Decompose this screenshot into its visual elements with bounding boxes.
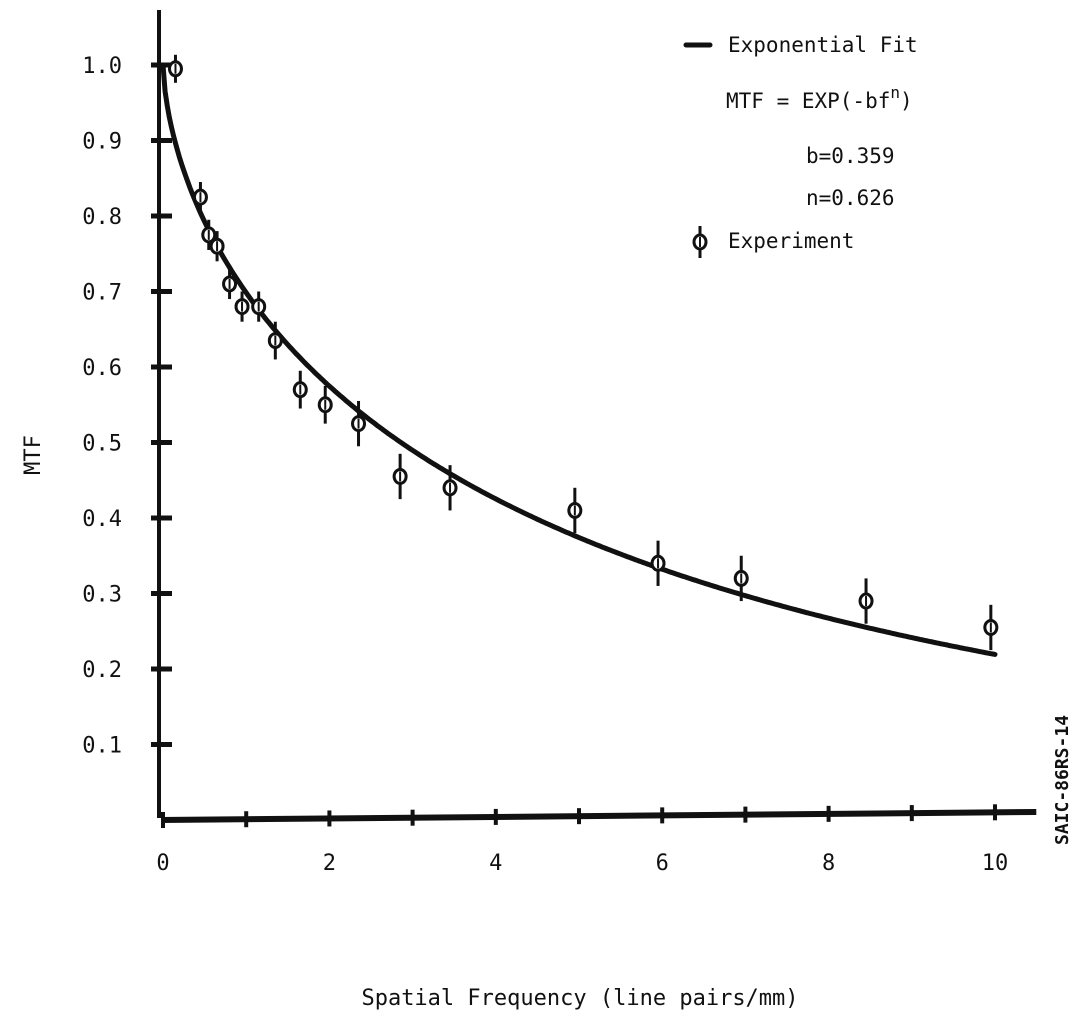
exponential-fit-curve	[160, 62, 998, 657]
experiment-point	[650, 540, 666, 586]
experiment-point	[201, 219, 217, 250]
experiment-point	[351, 400, 367, 447]
legend-experiment-marker	[692, 226, 708, 258]
experiment-point	[983, 604, 999, 651]
experiment-points	[167, 54, 999, 651]
experiment-point	[292, 370, 308, 409]
axes	[157, 10, 1037, 823]
x-tick-label: 6	[656, 851, 669, 876]
experiment-point	[317, 385, 333, 424]
experiment-point	[442, 465, 458, 511]
y-tick-label: 0.4	[82, 507, 122, 532]
x-tick-label: 10	[982, 851, 1009, 876]
experiment-point	[222, 268, 238, 300]
legend-b-value: b=0.359	[806, 144, 895, 168]
x-tick-label: 4	[489, 851, 502, 876]
y-ticks: 0.1 0.2 0.3 0.4 0.5 0.6 0.7 0.8 0.9 1.0	[82, 54, 172, 759]
legend-equation-suffix: )	[900, 89, 913, 113]
x-tick-label: 0	[156, 851, 169, 876]
experiment-point	[567, 487, 583, 534]
x-ticks: 0 2 4 6 8 10	[156, 804, 1008, 876]
experiment-point	[234, 291, 250, 322]
y-tick-label: 1.0	[82, 54, 122, 79]
experiment-point	[167, 54, 183, 83]
y-tick-label: 0.2	[82, 658, 122, 683]
experiment-point	[858, 578, 874, 624]
y-tick-label: 0.9	[82, 130, 122, 155]
legend-experiment-label: Experiment	[728, 229, 854, 253]
y-tick-label: 0.3	[82, 583, 122, 608]
legend: Exponential Fit MTF = EXP(-bfn) b=0.359 …	[683, 33, 918, 258]
y-tick-label: 0.1	[82, 734, 122, 759]
experiment-point	[192, 182, 208, 213]
legend-equation-exponent: n	[890, 83, 900, 102]
y-axis-title: MTF	[21, 435, 46, 475]
y-tick-label: 0.6	[82, 356, 122, 381]
experiment-point	[267, 321, 283, 360]
experiment-point	[392, 453, 408, 500]
legend-equation-prefix: MTF = EXP(-bf	[726, 89, 890, 113]
y-tick-label: 0.5	[82, 432, 122, 457]
x-axis-line	[160, 809, 1037, 823]
legend-n-value: n=0.626	[806, 186, 895, 210]
legend-equation: MTF = EXP(-bfn)	[726, 83, 913, 113]
x-tick-label: 8	[822, 851, 835, 876]
x-axis-title: Spatial Frequency (line pairs/mm)	[361, 986, 798, 1011]
experiment-point	[209, 231, 225, 262]
figure-code: SAIC-86RS-14	[1052, 715, 1073, 845]
experiment-point	[251, 291, 267, 322]
y-tick-label: 0.8	[82, 205, 122, 230]
x-tick-label: 2	[323, 851, 336, 876]
y-tick-label: 0.7	[82, 281, 122, 306]
experiment-point	[733, 555, 749, 602]
legend-fit-label: Exponential Fit	[728, 33, 918, 57]
